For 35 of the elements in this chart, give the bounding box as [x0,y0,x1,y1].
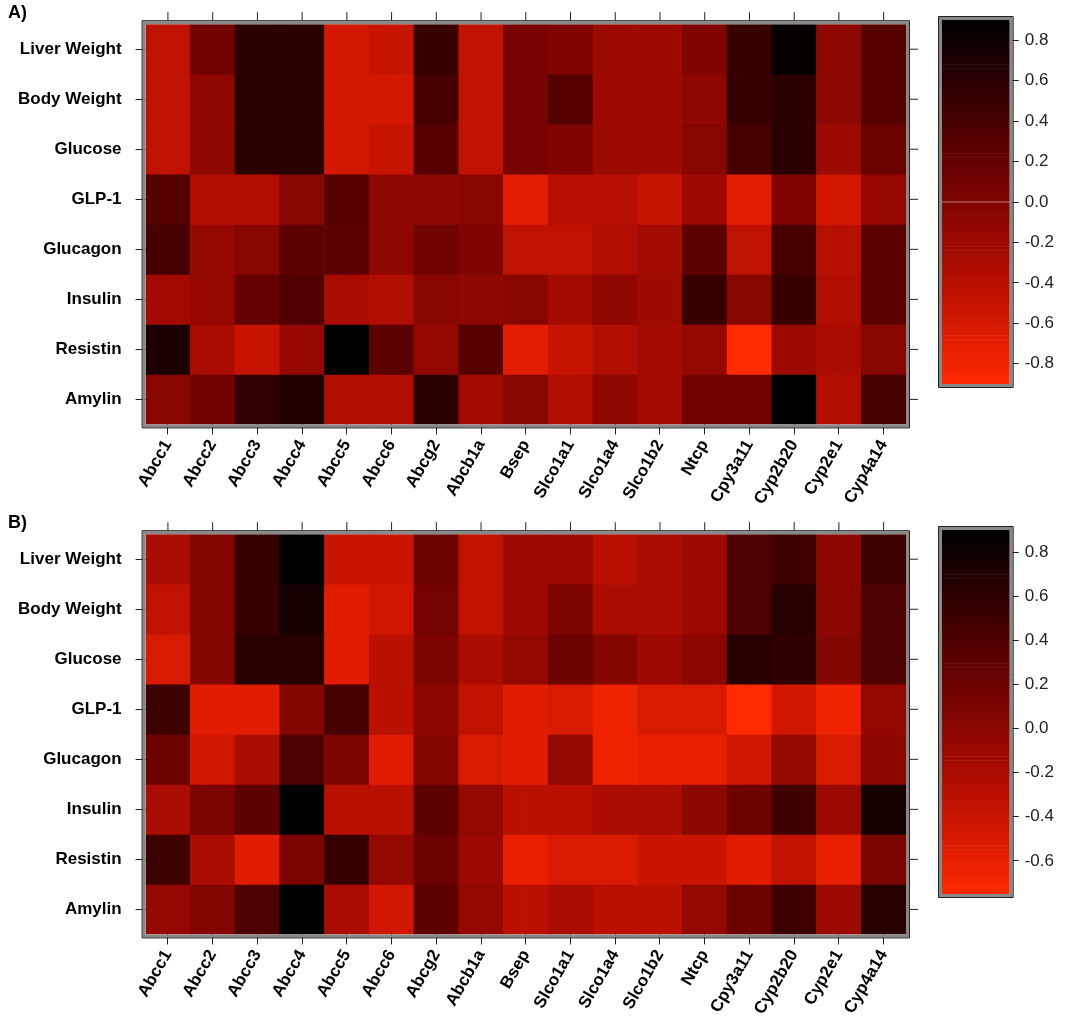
color-bar-label: 0.6 [1024,70,1049,90]
y-tick-label: Amylin [64,389,122,409]
y-tick-label: GLP-1 [71,188,122,208]
y-tick-label: Insulin [66,289,122,309]
y-tick-label: Liver Weight [19,38,122,58]
y-tick-label: Amylin [64,899,122,919]
y-tick-label: Liver Weight [19,548,122,568]
y-tick-label: Glucagon [43,749,122,769]
color-bar-label: -0.4 [1024,806,1054,826]
y-tick-label: Body Weight [17,598,122,618]
color-bar-label: 0.8 [1024,541,1049,561]
y-tick-label: Body Weight [17,88,122,108]
color-bar-label: 0.0 [1024,718,1049,738]
chart-title: A) [8,2,27,23]
color-bar-label: 0.2 [1024,674,1049,694]
color-bar-label: 0.0 [1024,191,1049,211]
y-tick-label: Insulin [66,799,122,819]
y-tick-label: Resistin [55,339,122,359]
y-tick-label: Resistin [55,849,122,869]
y-tick-label: Glucagon [43,239,122,259]
color-bar-label: 0.6 [1024,585,1049,605]
y-tick-label: GLP-1 [71,698,122,718]
color-bar-label: 0.8 [1024,29,1049,49]
color-bar-label: -0.2 [1024,232,1054,252]
color-bar-label: -0.4 [1024,272,1054,292]
color-bar-label: -0.2 [1024,762,1054,782]
color-bar-label: 0.4 [1024,629,1049,649]
color-bar-label: -0.6 [1024,850,1054,870]
y-tick-label: Glucose [54,138,122,158]
color-bar-label: 0.2 [1024,151,1049,171]
color-bar-label: -0.8 [1024,353,1054,373]
color-bar-label: 0.4 [1024,110,1049,130]
chart-title: B) [8,512,27,533]
color-bar-label: -0.6 [1024,313,1054,333]
y-tick-label: Glucose [54,648,122,668]
